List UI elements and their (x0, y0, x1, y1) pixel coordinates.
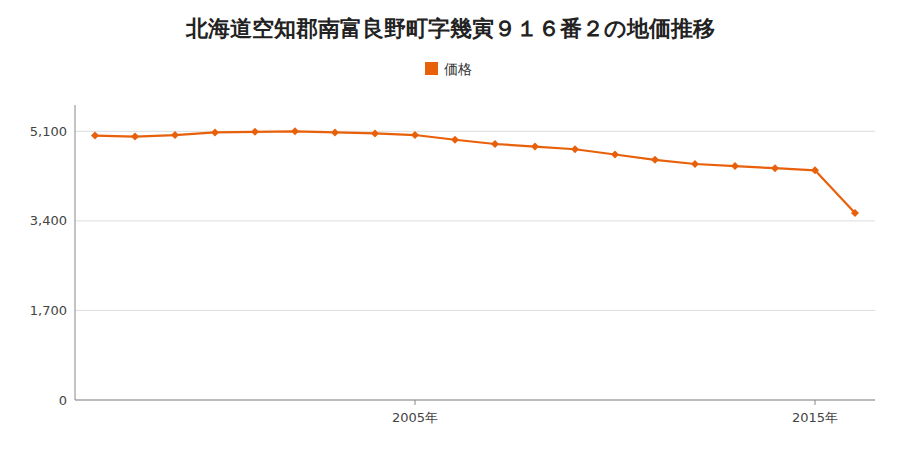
chart-svg: 北海道空知郡南富良野町字幾寅９１６番２の地価推移価格 0 1,700 3,400 5,1… (0, 0, 900, 450)
marker (691, 160, 699, 168)
marker (411, 131, 419, 139)
plot-area (91, 127, 859, 217)
legend: 価格 (425, 61, 472, 77)
grid-line (75, 131, 875, 132)
x-tick (415, 400, 416, 405)
marker (451, 136, 459, 144)
marker (251, 128, 259, 136)
marker (571, 145, 579, 153)
marker (851, 209, 859, 217)
marker (371, 129, 379, 137)
x-tick-label: 2015年 (792, 410, 838, 425)
marker (291, 127, 299, 135)
grid-line (75, 220, 875, 221)
y-tick-label: 0 (59, 393, 67, 408)
marker (491, 140, 499, 148)
marker (731, 162, 739, 170)
y-tick-label: 3,400 (30, 213, 67, 228)
grid-line (75, 310, 875, 311)
y-tick-label: 1,700 (30, 303, 67, 318)
marker (611, 151, 619, 159)
marker (131, 133, 139, 141)
marker (331, 128, 339, 136)
y-tick-label: 5,100 (30, 124, 67, 139)
marker (211, 128, 219, 136)
marker (91, 132, 99, 140)
title: 北海道空知郡南富良野町字幾寅９１６番２の地価推移 (185, 16, 715, 41)
legend-label: 価格 (444, 61, 472, 77)
marker (811, 166, 819, 174)
x-tick-label: 2005年 (392, 410, 438, 425)
y-axis: 0 1,700 3,400 5,100 (30, 124, 875, 408)
x-axis: 2005年 2015年 (392, 400, 838, 425)
legend-swatch (425, 62, 438, 75)
marker (531, 143, 539, 151)
line (95, 131, 855, 213)
marker (171, 131, 179, 139)
marker (771, 164, 779, 172)
y-axis-line (75, 105, 76, 400)
chart-container: 北海道空知郡南富良野町字幾寅９１６番２の地価推移価格 0 1,700 3,400 5,1… (0, 0, 900, 450)
x-axis-line (75, 400, 875, 401)
grid-line (75, 400, 875, 401)
marker (651, 156, 659, 164)
x-tick (815, 400, 816, 405)
